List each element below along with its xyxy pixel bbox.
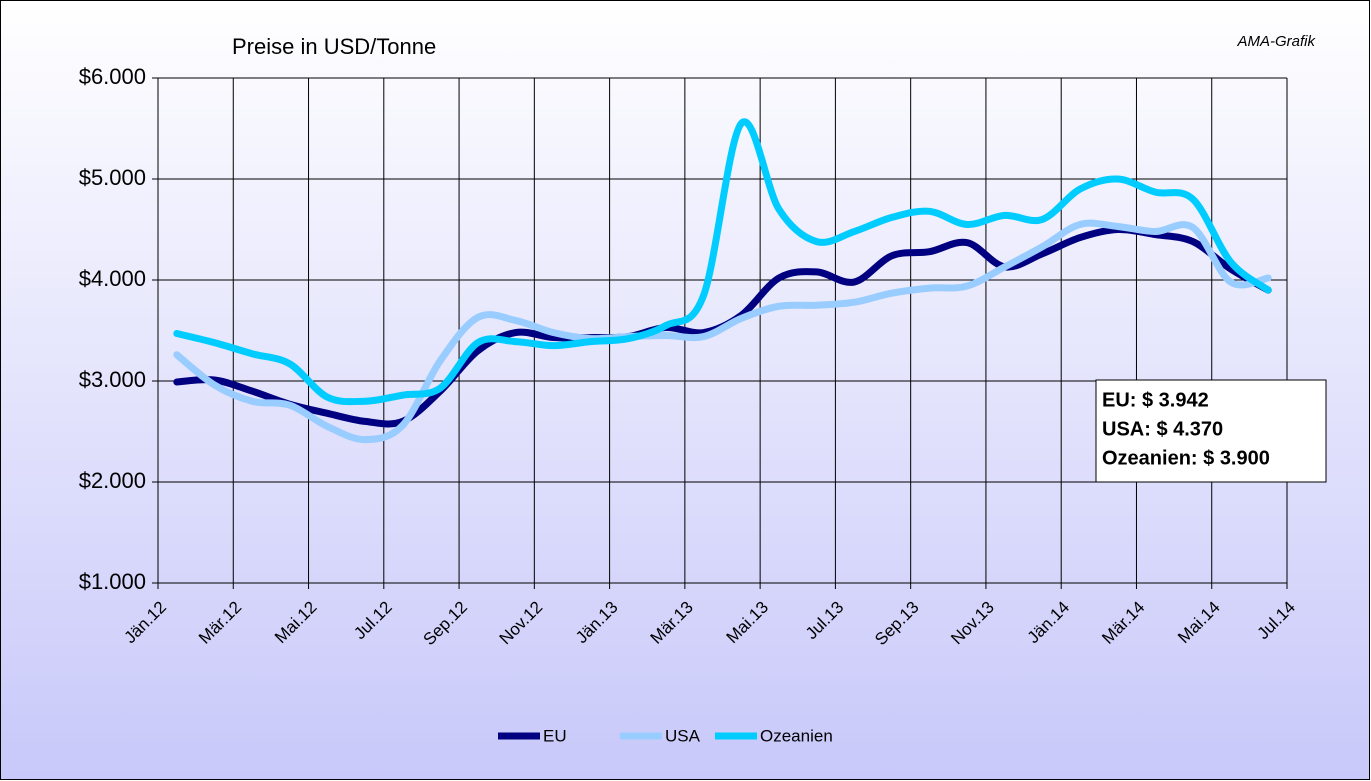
- y-tick-label: $3.000: [79, 367, 146, 392]
- source: AMA-Grafik: [1236, 33, 1316, 50]
- legend-label: Ozeanien: [760, 726, 833, 745]
- series-line: [173, 118, 1272, 406]
- y-tick-label: $2.000: [79, 468, 146, 493]
- legend-label: USA: [665, 726, 701, 745]
- chart-title: Preise in USD/Tonne: [232, 34, 436, 59]
- y-tick-label: $4.000: [79, 266, 146, 291]
- annotation: EU: $ 3.942: [1102, 389, 1209, 411]
- legend-label: EU: [543, 726, 567, 745]
- annotation-box: [1095, 379, 1327, 483]
- annotation: USA: $ 4.370: [1102, 418, 1223, 440]
- annotation: Ozeanien: $ 3.900: [1102, 447, 1270, 469]
- y-tick-label: $6.000: [79, 64, 146, 89]
- y-tick-label: $5.000: [79, 165, 146, 190]
- series-line: [173, 219, 1272, 444]
- y-tick-label: $1.000: [79, 569, 146, 594]
